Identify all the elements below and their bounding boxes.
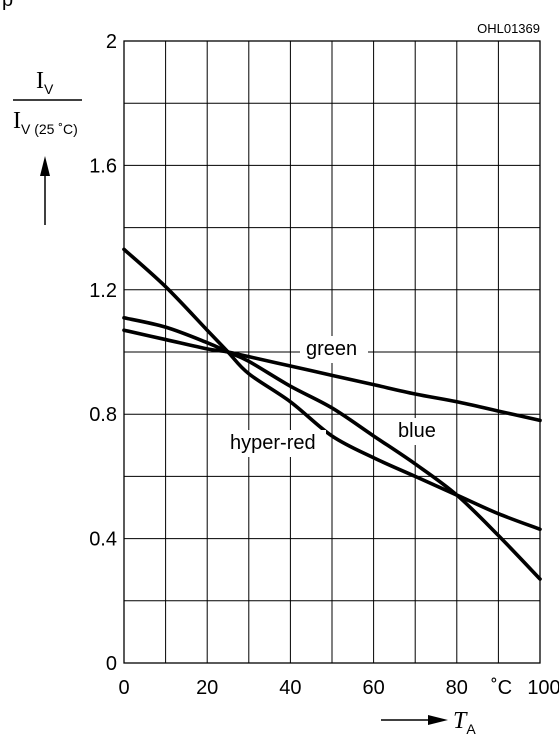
y-label-numerator: IV bbox=[36, 68, 54, 97]
x-tick-label: 40 bbox=[279, 677, 301, 699]
plot-frame bbox=[123, 40, 541, 664]
x-tick-label: 60 bbox=[362, 677, 384, 699]
series-label-blue: blue bbox=[398, 420, 436, 442]
green-label-bg bbox=[300, 336, 368, 363]
hyper-red-label-bg bbox=[226, 430, 326, 457]
figure-code: OHL01369 bbox=[477, 21, 540, 36]
y-label-denominator: IV (25 ˚C) bbox=[13, 108, 78, 137]
y-tick-label: 2 bbox=[106, 31, 117, 53]
series-line-green bbox=[122, 328, 542, 423]
series-label-green: green bbox=[306, 338, 357, 360]
x-tick-label: 20 bbox=[196, 677, 218, 699]
y-tick-label: 1.6 bbox=[89, 155, 117, 177]
blue-label-bg bbox=[394, 418, 444, 445]
x-tick-label: 0 bbox=[118, 677, 129, 699]
series-line-blue bbox=[122, 315, 542, 581]
series-label-hyper-red: hyper-red bbox=[230, 432, 316, 454]
tick-labels: 00.40.81.21.620 20 40 60 80 100 bbox=[89, 31, 559, 699]
series-curves bbox=[122, 247, 542, 581]
x-tick-label: 80 bbox=[446, 677, 468, 699]
y-tick-label: 0.4 bbox=[89, 529, 117, 551]
x-axis-arrow-head bbox=[428, 715, 448, 725]
y-axis-arrow-head bbox=[40, 156, 50, 176]
header-fragment: p bbox=[2, 0, 13, 11]
y-tick-label: 0 bbox=[106, 653, 117, 675]
y-tick-label: 0.8 bbox=[89, 404, 117, 426]
x-unit-bg bbox=[486, 676, 526, 700]
x-axis-label: TA bbox=[453, 708, 476, 737]
x-axis-unit: ˚C bbox=[491, 677, 512, 699]
x-tick-label: 100 bbox=[527, 677, 559, 699]
y-tick-label: 1.2 bbox=[89, 280, 117, 302]
